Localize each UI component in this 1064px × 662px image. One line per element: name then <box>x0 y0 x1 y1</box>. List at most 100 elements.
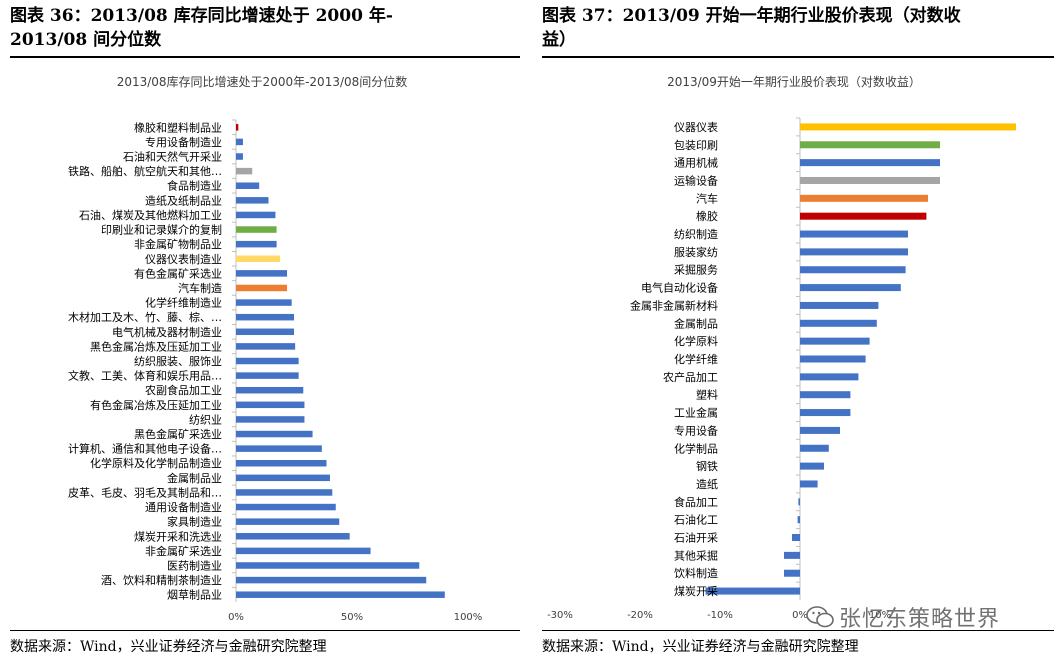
right-bar <box>797 516 800 524</box>
left-bar <box>236 547 371 555</box>
right-bar <box>800 426 840 434</box>
right-category-label: 纺织制造 <box>674 227 718 241</box>
left-bar <box>236 328 294 336</box>
right-category-label: 石油化工 <box>674 513 718 527</box>
right-category-label: 钢铁 <box>696 460 718 473</box>
left-category-label: 文教、工美、体育和娱乐用品… <box>68 369 222 383</box>
left-bar <box>236 357 299 365</box>
left-category-label: 金属制品业 <box>167 471 222 485</box>
right-bar <box>792 534 800 542</box>
left-bar <box>236 138 243 146</box>
left-bar-chart: 2013/08库存同比增速处于2000年-2013/08间分位数橡胶和塑料制品业… <box>68 74 482 623</box>
left-figure-title-line1: 图表 36：2013/08 库存同比增速处于 2000 年- <box>10 6 393 26</box>
left-bar <box>236 284 288 292</box>
right-bar-chart: 2013/09开始一年期行业股价表现（对数收益） 仪器仪表包装印刷通用机械运输设备… <box>547 74 1016 621</box>
right-category-label: 仪器仪表 <box>674 120 718 134</box>
right-bar <box>800 444 829 452</box>
left-category-label: 印刷业和记录媒介的复制 <box>101 223 222 237</box>
left-bar <box>236 211 276 219</box>
right-bar <box>800 212 927 220</box>
right-category-label: 电气自动化设备 <box>641 281 718 295</box>
left-bar <box>236 445 322 452</box>
left-bar <box>236 124 239 131</box>
right-bar <box>800 123 1016 131</box>
left-category-label: 石油和天然气开采业 <box>123 150 222 164</box>
right-bar <box>800 194 928 202</box>
right-bar <box>800 159 940 167</box>
right-category-label: 金属非金属新材料 <box>630 298 718 312</box>
left-category-label: 酒、饮料和精制茶制造业 <box>101 573 222 587</box>
left-category-label: 铁路、船舶、航空航天和其他… <box>68 164 222 178</box>
left-bar <box>236 533 350 540</box>
right-bar <box>800 319 877 327</box>
right-category-label: 煤炭开采 <box>674 585 718 598</box>
left-category-label: 石油、煤炭及其他燃料加工业 <box>79 208 222 222</box>
left-category-label: 通用设备制造业 <box>145 500 222 514</box>
left-bar <box>236 182 260 189</box>
right-source-text: 数据来源：Wind，兴业证券经济与金融研究院整理 <box>542 639 859 655</box>
left-bar <box>236 576 427 584</box>
left-bar <box>236 167 253 175</box>
left-bar <box>236 430 313 438</box>
right-chart-title: 2013/09开始一年期行业股价表现（对数收益） <box>667 74 921 89</box>
right-figure-title-line1: 图表 37：2013/09 开始一年期行业股价表现（对数收 <box>542 6 961 26</box>
left-category-label: 黑色金属矿采选业 <box>134 427 222 441</box>
right-category-label: 化学纤维 <box>674 352 718 366</box>
right-category-label: 化学制品 <box>674 441 718 455</box>
right-source-rule <box>542 630 1054 631</box>
left-x-tick-label: 50% <box>341 612 363 623</box>
right-bar <box>784 551 800 559</box>
left-category-label: 非金属矿采选业 <box>145 544 222 558</box>
right-bar <box>800 409 851 417</box>
watermark-text: 张忆东策略世界 <box>839 607 1001 632</box>
left-bar <box>236 343 296 350</box>
left-source-rule <box>10 630 520 631</box>
right-category-label: 橡胶 <box>696 209 718 223</box>
right-category-label: 运输设备 <box>674 173 718 187</box>
right-category-label: 食品加工 <box>674 495 718 509</box>
right-bar <box>800 462 824 470</box>
right-bar <box>798 498 800 506</box>
wechat-icon <box>806 606 834 628</box>
left-bar <box>236 474 330 482</box>
right-x-tick-label: 0% <box>792 610 808 621</box>
right-category-label: 饮料制造 <box>674 566 718 580</box>
left-bar <box>236 386 304 394</box>
left-category-label: 医药制造业 <box>167 558 222 572</box>
left-category-label: 非金属矿物制品业 <box>134 237 222 251</box>
left-bar <box>236 299 292 306</box>
left-bar <box>236 562 420 569</box>
left-bar <box>236 459 327 467</box>
left-category-label: 煤炭开采和洗选业 <box>134 530 222 543</box>
right-category-label: 化学原料 <box>674 334 718 348</box>
right-bar <box>800 141 940 149</box>
right-category-label: 工业金属 <box>674 406 718 420</box>
right-bar <box>705 587 800 595</box>
right-category-label: 通用机械 <box>674 156 718 170</box>
left-category-label: 汽车制造 <box>178 281 222 295</box>
left-figure-title: 图表 36：2013/08 库存同比增速处于 2000 年- 2013/08 间… <box>10 4 520 52</box>
right-bar <box>800 391 851 399</box>
left-category-label: 电气机械及器材制造业 <box>112 325 222 339</box>
right-bar <box>784 569 800 577</box>
right-category-label: 包装印刷 <box>674 139 718 152</box>
left-bar <box>236 226 277 233</box>
right-category-label: 专用设备 <box>674 423 718 437</box>
left-bar <box>236 372 299 379</box>
left-bar <box>236 270 288 277</box>
right-bar <box>800 355 866 363</box>
left-category-label: 纺织服装、服饰业 <box>134 354 222 368</box>
right-bar <box>800 230 908 238</box>
left-category-label: 烟草制品业 <box>167 588 222 602</box>
left-category-label: 家具制造业 <box>167 515 222 529</box>
left-bar <box>236 401 305 409</box>
right-category-label: 塑料 <box>696 388 718 402</box>
left-category-label: 黑色金属冶炼及压延加工业 <box>90 339 222 353</box>
left-bar <box>236 489 333 496</box>
left-source-text: 数据来源：Wind，兴业证券经济与金融研究院整理 <box>10 639 327 655</box>
right-figure-title: 图表 37：2013/09 开始一年期行业股价表现（对数收 益） <box>542 4 1052 52</box>
right-bar <box>800 480 818 488</box>
left-category-label: 有色金属冶炼及压延加工业 <box>90 398 222 412</box>
left-category-label: 造纸及纸制品业 <box>145 193 222 207</box>
right-bar <box>800 266 906 274</box>
